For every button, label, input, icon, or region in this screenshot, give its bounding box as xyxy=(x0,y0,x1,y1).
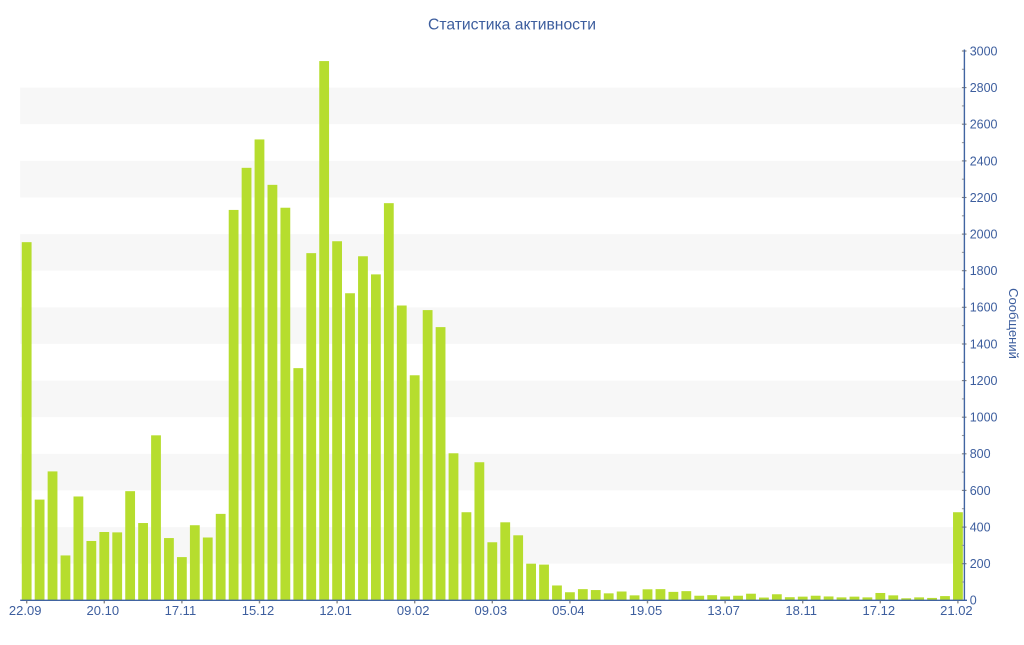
svg-text:1200: 1200 xyxy=(970,374,998,388)
svg-text:3000: 3000 xyxy=(970,44,998,58)
svg-text:13.07: 13.07 xyxy=(707,603,740,618)
svg-text:Сообщений: Сообщений xyxy=(1006,288,1021,359)
svg-text:19.05: 19.05 xyxy=(630,603,663,618)
svg-text:2800: 2800 xyxy=(970,81,998,95)
svg-text:17.12: 17.12 xyxy=(863,603,896,618)
svg-text:800: 800 xyxy=(970,447,991,461)
svg-text:0: 0 xyxy=(970,594,977,608)
svg-text:2400: 2400 xyxy=(970,154,998,168)
svg-text:15.12: 15.12 xyxy=(242,603,275,618)
svg-text:2600: 2600 xyxy=(970,118,998,132)
svg-text:1600: 1600 xyxy=(970,301,998,315)
svg-text:2200: 2200 xyxy=(970,191,998,205)
svg-text:21.02: 21.02 xyxy=(940,603,973,618)
svg-text:12.01: 12.01 xyxy=(319,603,352,618)
svg-text:09.02: 09.02 xyxy=(397,603,430,618)
svg-text:1800: 1800 xyxy=(970,264,998,278)
svg-text:200: 200 xyxy=(970,557,991,571)
svg-text:1400: 1400 xyxy=(970,337,998,351)
svg-text:09.03: 09.03 xyxy=(475,603,508,618)
svg-text:2000: 2000 xyxy=(970,228,998,242)
svg-text:400: 400 xyxy=(970,521,991,535)
svg-text:600: 600 xyxy=(970,484,991,498)
svg-text:22.09: 22.09 xyxy=(9,603,42,618)
svg-text:Статистика активности: Статистика активности xyxy=(428,17,596,34)
svg-text:20.10: 20.10 xyxy=(87,603,120,618)
svg-text:05.04: 05.04 xyxy=(552,603,585,618)
svg-text:17.11: 17.11 xyxy=(165,603,197,618)
svg-text:1000: 1000 xyxy=(970,411,998,425)
svg-text:18.11: 18.11 xyxy=(785,603,817,618)
